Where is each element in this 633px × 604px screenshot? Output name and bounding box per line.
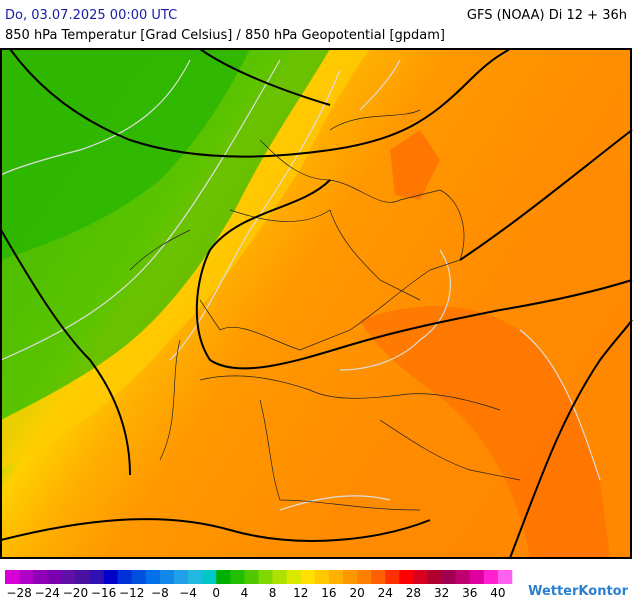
colorbar-segment	[216, 570, 231, 584]
colorbar-tick-label: 32	[434, 586, 449, 600]
valid-time: Do, 03.07.2025 00:00 UTC	[5, 8, 177, 23]
model-run: GFS (NOAA) Di 12 + 36h	[467, 8, 627, 23]
colorbar-segment	[117, 570, 133, 584]
colorbar-segment	[131, 570, 147, 584]
colorbar-segment	[5, 570, 20, 584]
colorbar-segment	[75, 570, 90, 584]
map	[0, 48, 633, 559]
colorbar-segment	[19, 570, 34, 584]
borders	[129, 109, 521, 511]
colorbar-tick-label: 8	[269, 586, 277, 600]
colorbar-segment	[61, 570, 76, 584]
colorbar-tick-label: −20	[63, 586, 88, 600]
logo: WetterKontor	[528, 584, 629, 599]
colorbar-tick-label: −24	[35, 586, 60, 600]
colorbar-tick-label: −16	[91, 586, 116, 600]
colorbar-tick-label: −28	[6, 586, 31, 600]
colorbar-segment	[300, 570, 316, 584]
warm-spot	[390, 130, 440, 200]
colorbar-segment	[174, 570, 189, 584]
colorbar-tick-label: −4	[179, 586, 197, 600]
colorbar-segment	[427, 570, 442, 584]
colorbar-tick-label: 28	[406, 586, 421, 600]
colorbar-tick-label: 20	[349, 586, 364, 600]
colorbar-segment	[441, 570, 456, 584]
colorbar-tick-label: −12	[119, 586, 144, 600]
colorbar-segment	[314, 570, 330, 584]
warm-zone	[360, 306, 610, 558]
colorbar-segment	[103, 570, 118, 584]
colorbar-tick-label: 36	[462, 586, 477, 600]
colorbar-segment	[328, 570, 344, 584]
isotherms	[0, 59, 601, 511]
isobars	[0, 48, 633, 559]
colorbar-segment	[371, 570, 386, 584]
colorbar-segment	[202, 570, 217, 584]
colorbar-tick-label: 16	[321, 586, 336, 600]
colorbar-tick-label: 40	[490, 586, 505, 600]
colorbar-segment	[286, 570, 302, 584]
subtitle: 850 hPa Temperatur [Grad Celsius] / 850 …	[5, 28, 445, 43]
colorbar-segment	[145, 570, 161, 584]
colorbar-segment	[497, 570, 513, 584]
colorbar-segment	[188, 570, 203, 584]
map-frame	[0, 48, 632, 559]
colorbar-tick-label: 0	[212, 586, 220, 600]
colorbar-segment	[230, 570, 245, 584]
colorbar-segment	[33, 570, 48, 584]
colorbar-segment	[159, 570, 175, 584]
colorbar-segment	[272, 570, 287, 584]
yellow-zone	[1, 49, 370, 470]
colorbar-segment	[244, 570, 259, 584]
colorbar-tick-label: 4	[241, 586, 249, 600]
colorbar-segment	[357, 570, 372, 584]
colorbar-tick-label: −8	[151, 586, 169, 600]
colorbar-tick-label: 24	[378, 586, 393, 600]
colorbar: −28 −24 −20 −16 −12 −8 −4 0 4 8 12 16 20 24 28 32 36 40	[5, 570, 513, 600]
colorbar-segment	[469, 570, 485, 584]
colorbar-segment	[47, 570, 62, 584]
colorbar-segment	[89, 570, 104, 584]
colorbar-segment	[385, 570, 400, 584]
colorbar-segment	[399, 570, 414, 584]
colorbar-segment	[483, 570, 499, 584]
colorbar-segment	[455, 570, 471, 584]
colorbar-segment	[413, 570, 428, 584]
colorbar-segment	[258, 570, 273, 584]
colorbar-segment	[343, 570, 358, 584]
colorbar-tick-label: 12	[293, 586, 308, 600]
